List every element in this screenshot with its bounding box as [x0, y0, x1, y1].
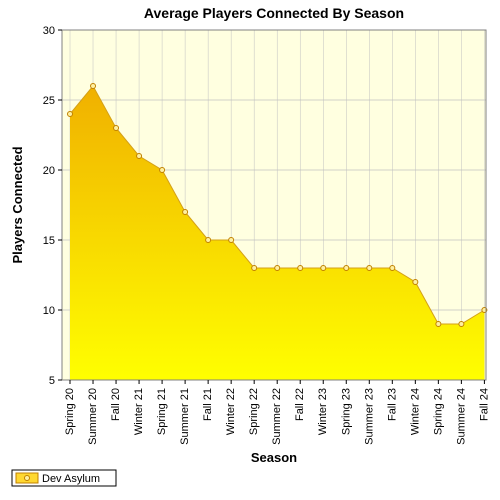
x-tick-label: Summer 24 [455, 388, 467, 445]
x-tick-label: Winter 22 [225, 388, 237, 435]
data-point [413, 280, 418, 285]
x-tick-label: Summer 20 [87, 388, 99, 445]
data-point [229, 238, 234, 243]
data-point [436, 322, 441, 327]
x-tick-label: Spring 23 [340, 388, 352, 435]
chart-svg: 5 10 15 20 25 30 Spring 20 Summer 20 Fall 20 Win… [0, 0, 500, 500]
x-axis-label: Season [251, 450, 297, 465]
x-tick-label: Summer 22 [271, 388, 283, 445]
x-tick-label: Spring 24 [432, 388, 444, 435]
data-point [367, 266, 372, 271]
y-tick-label: 30 [43, 25, 55, 37]
data-point [252, 266, 257, 271]
area-chart: 5 10 15 20 25 30 Spring 20 Summer 20 Fall 20 Win… [0, 0, 500, 500]
y-tick-label: 15 [43, 235, 55, 247]
data-point [298, 266, 303, 271]
data-point [68, 112, 73, 117]
legend-marker-icon [25, 476, 30, 481]
chart-title: Average Players Connected By Season [144, 5, 404, 21]
x-tick-label: Fall 22 [294, 388, 306, 421]
x-tick-label: Fall 24 [478, 388, 490, 421]
x-tick-label: Summer 23 [363, 388, 375, 445]
x-tick-label: Fall 23 [386, 388, 398, 421]
x-tick-label: Winter 24 [409, 388, 421, 435]
legend: Dev Asylum [12, 470, 116, 486]
y-tick-label: 10 [43, 305, 55, 317]
x-tick-label: Winter 23 [317, 388, 329, 435]
x-tick-label: Spring 21 [156, 388, 168, 435]
x-tick-label: Fall 21 [202, 388, 214, 421]
x-axis-ticks: Spring 20 Summer 20 Fall 20 Winter 21 Spring… [64, 380, 490, 445]
data-point [91, 84, 96, 89]
x-tick-label: Spring 22 [248, 388, 260, 435]
x-tick-label: Winter 21 [133, 388, 145, 435]
data-point [344, 266, 349, 271]
data-point [160, 168, 165, 173]
legend-label: Dev Asylum [42, 473, 100, 485]
data-point [137, 154, 142, 159]
y-tick-label: 25 [43, 95, 55, 107]
y-tick-label: 5 [49, 375, 55, 387]
data-point [206, 238, 211, 243]
x-tick-label: Spring 20 [64, 388, 76, 435]
y-axis-ticks: 5 10 15 20 25 30 [43, 25, 62, 387]
data-point [183, 210, 188, 215]
y-axis-label: Players Connected [10, 146, 25, 263]
data-point [275, 266, 280, 271]
x-tick-label: Fall 20 [110, 388, 122, 421]
data-point [390, 266, 395, 271]
y-tick-label: 20 [43, 165, 55, 177]
x-tick-label: Summer 21 [179, 388, 191, 445]
data-point [459, 322, 464, 327]
data-point [114, 126, 119, 131]
data-point [321, 266, 326, 271]
